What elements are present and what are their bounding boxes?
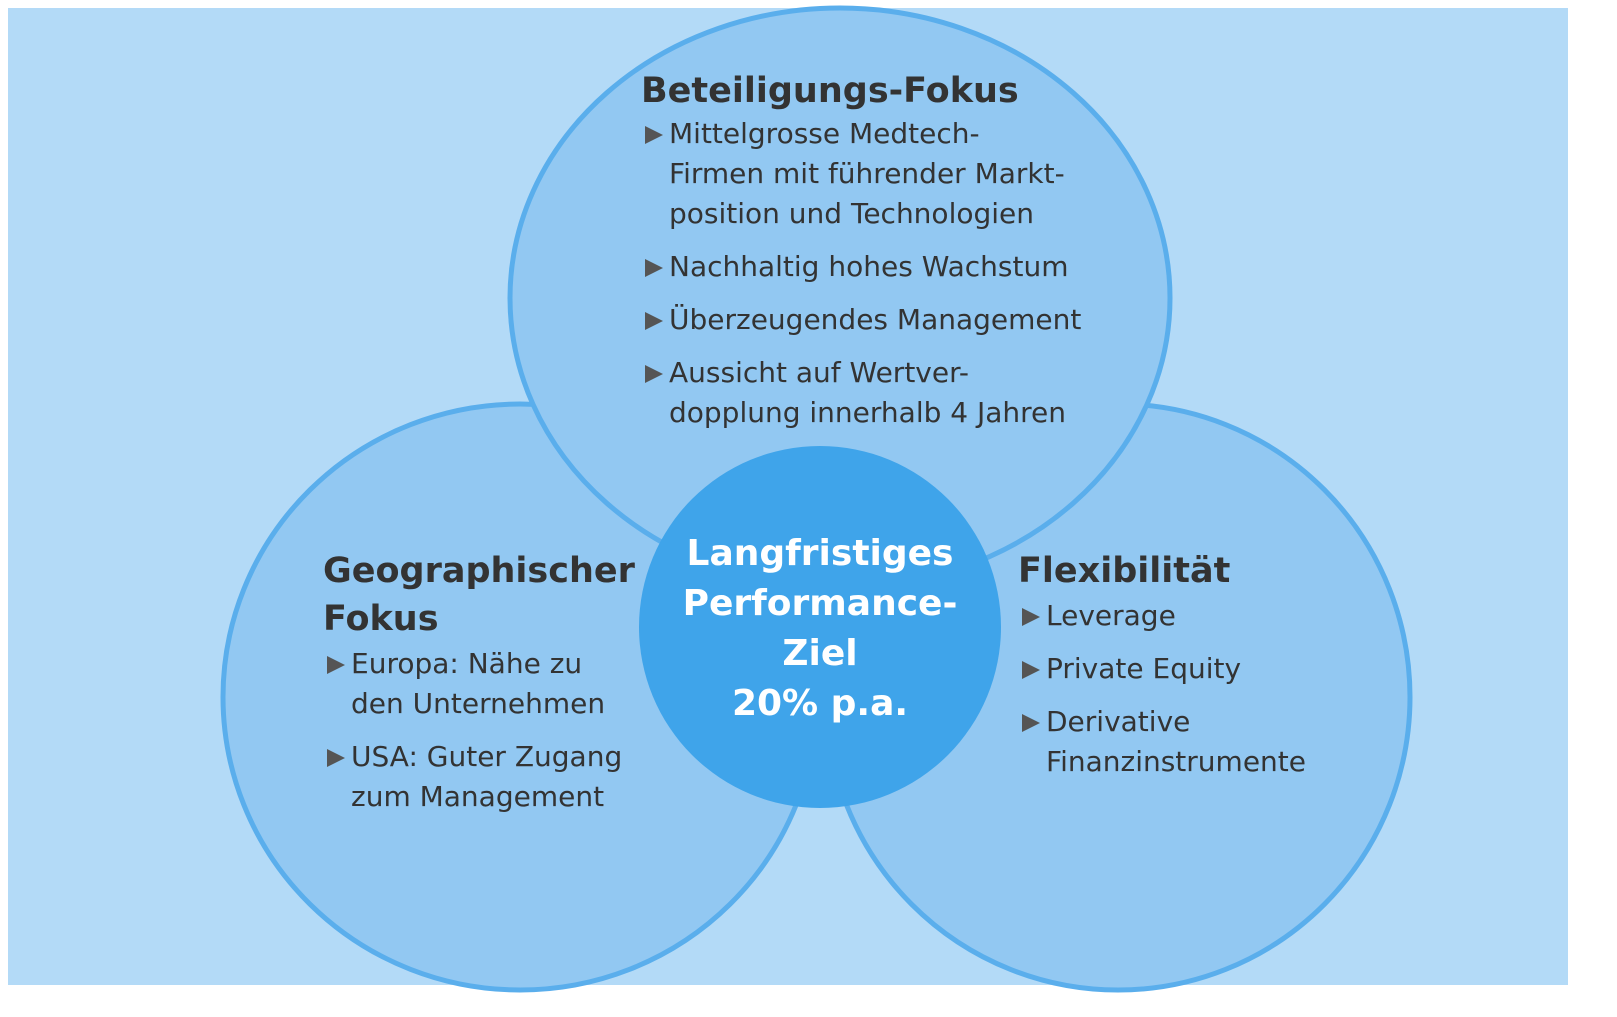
bullet-text: Finanzinstrumente	[1046, 745, 1306, 778]
bullet-text: Leverage	[1046, 599, 1176, 632]
bullet-arrow	[327, 656, 345, 674]
bullet-arrow	[1022, 714, 1040, 732]
bullet-text: zum Management	[351, 780, 604, 813]
center-text: Performance-	[683, 583, 958, 624]
bullet-arrow	[645, 126, 663, 144]
center-circle	[639, 446, 1001, 808]
bullet-text: dopplung innerhalb 4 Jahren	[669, 396, 1066, 429]
bullet-text: Europa: Nähe zu	[351, 647, 582, 680]
bullet-text: Private Equity	[1046, 652, 1241, 685]
center-text: Langfristiges	[687, 533, 954, 574]
bullet-arrow	[645, 365, 663, 383]
bullet-arrow	[645, 259, 663, 277]
node-title: Flexibilität	[1018, 551, 1230, 591]
node-title: Fokus	[323, 599, 439, 639]
bullet-text: Mittelgrosse Medtech-	[669, 117, 980, 150]
center-text: Ziel	[782, 633, 857, 674]
bullet-text: Aussicht auf Wertver-	[669, 356, 969, 389]
bullet-arrow	[327, 749, 345, 767]
bullet-text: Nachhaltig hohes Wachstum	[669, 250, 1068, 283]
bullet-arrow	[645, 312, 663, 330]
node-title: Geographischer	[323, 551, 636, 591]
bullet-text: den Unternehmen	[351, 687, 605, 720]
bullet-text: USA: Guter Zugang	[351, 740, 622, 773]
bullet-arrow	[1022, 661, 1040, 679]
bullet-text: Derivative	[1046, 705, 1190, 738]
bullet-text: Überzeugendes Management	[669, 302, 1081, 336]
center-text: 20% p.a.	[732, 683, 908, 724]
bullet-text: Firmen mit führender Markt-	[669, 157, 1065, 190]
node-title: Beteiligungs-Fokus	[641, 71, 1019, 111]
bullet-text: position und Technologien	[669, 197, 1034, 230]
bullet-arrow	[1022, 608, 1040, 626]
